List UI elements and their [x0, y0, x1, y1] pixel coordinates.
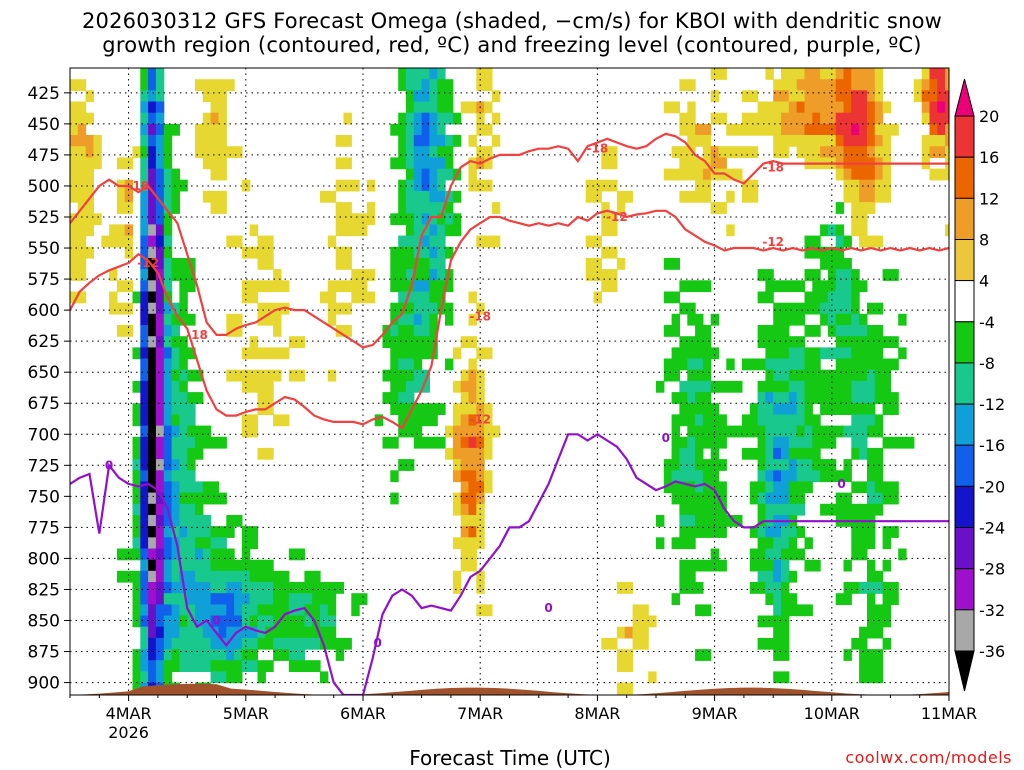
chart-title-line-1: 2026030312 GFS Forecast Omega (shaded, −…: [81, 9, 943, 33]
y-tick-label: 525: [28, 208, 60, 228]
contour-dgz-12: [70, 209, 949, 430]
y-tick-label: 650: [28, 363, 60, 383]
y-tick-label: 675: [28, 394, 60, 414]
contour-label-minus18: -18: [587, 142, 609, 156]
contour-label-minus12: -12: [469, 412, 491, 426]
colorbar-swatch: [954, 280, 975, 323]
contour-label-minus18: -18: [186, 328, 208, 342]
x-axis: 4MAR 5MAR 6MAR 7MAR 8MAR 9MAR 10MAR 11MAR 2026: [69, 695, 977, 742]
y-tick-label: 575: [28, 270, 60, 290]
colorbar-tick-label: -20: [979, 477, 1005, 496]
colorbar-top-arrow: [954, 78, 975, 117]
colorbar-swatch: [954, 197, 975, 241]
y-tick-label: 775: [28, 518, 60, 538]
colorbar-swatch: [954, 568, 975, 611]
y-tick-label: 825: [28, 580, 60, 600]
colorbar-tick-label: -12: [979, 395, 1005, 414]
colorbar-swatch: [954, 403, 975, 446]
colorbar-swatch: [954, 527, 975, 570]
y-tick-label: 725: [28, 456, 60, 476]
colorbar-tick-label: 20: [979, 107, 999, 126]
y-tick-label: 475: [28, 146, 60, 166]
contour-label-zero: 0: [373, 636, 381, 650]
contour-label-zero: 0: [544, 601, 552, 615]
colorbar-tick-label: -4: [979, 313, 995, 332]
chart-title-line-2: growth region (contoured, red, ºC) and f…: [102, 33, 922, 57]
y-tick-label: 900: [28, 674, 60, 694]
colorbar-swatch: [954, 485, 975, 529]
colorbar-tick-label: -32: [979, 601, 1005, 620]
colorbar-tick-label: 16: [979, 148, 999, 167]
x-tick-label: 5MAR: [223, 704, 269, 723]
contour-label-minus12: -12: [137, 256, 159, 270]
y-tick-label: 750: [28, 487, 60, 507]
x-tick-label: 7MAR: [457, 704, 503, 723]
colorbar-swatch: [954, 156, 975, 199]
y-tick-label: 500: [28, 177, 60, 197]
colorbar-swatch: [954, 444, 975, 487]
colorbar-tick-label: -24: [979, 519, 1005, 538]
colorbar-tick-label: -36: [979, 642, 1005, 661]
contour-dgz-18: [70, 132, 949, 349]
y-axis: 425 450 475 500 525 550 575 600 625 650 675 700 725 7…: [28, 84, 70, 694]
y-tick-label: 450: [28, 115, 60, 135]
x-year-label: 2026: [108, 723, 149, 742]
contour-label-zero: 0: [105, 458, 113, 472]
colorbar-swatch: [954, 321, 975, 364]
colorbar-tick-label: 4: [979, 272, 989, 291]
contour-label-zero: 0: [212, 614, 220, 628]
contour-label-minus12: -12: [762, 235, 784, 249]
x-tick-label: 6MAR: [340, 704, 386, 723]
colorbar-tick-label: -28: [979, 560, 1005, 579]
x-tick-label: 4MAR: [106, 704, 152, 723]
contour-freezing-level: [70, 432, 949, 695]
y-tick-label: 425: [28, 84, 60, 104]
x-tick-label: 11MAR: [921, 704, 977, 723]
grid-lines: [70, 68, 950, 695]
contour-label-zero: 0: [837, 477, 845, 491]
x-axis-label: Forecast Time (UTC): [409, 746, 611, 770]
contour-label-minus18: -18: [762, 160, 784, 174]
x-tick-label: 8MAR: [574, 704, 620, 723]
colorbar-swatch: [954, 362, 975, 405]
credit-text[interactable]: coolwx.com/models: [845, 748, 1012, 767]
y-tick-label: 875: [28, 643, 60, 663]
contour-label-minus12: -12: [606, 210, 628, 224]
colorbar-tick-label: -8: [979, 354, 995, 373]
contour-label-minus18: -18: [469, 309, 491, 323]
terrain: [70, 683, 949, 695]
y-tick-label: 600: [28, 301, 60, 321]
x-tick-label: 10MAR: [804, 704, 860, 723]
y-tick-label: 850: [28, 612, 60, 632]
contour-lines: [70, 132, 949, 695]
contour-label-minus18: -18: [128, 179, 150, 193]
x-tick-label: 9MAR: [692, 704, 738, 723]
y-tick-label: 800: [28, 549, 60, 569]
y-tick-label: 625: [28, 332, 60, 352]
colorbar: 20 16 12 8 4 -4 -8 -12 -16 -20 -24 -28 -32 -36: [954, 78, 1005, 692]
colorbar-swatch: [954, 609, 975, 652]
colorbar-tick-label: -16: [979, 436, 1005, 455]
colorbar-tick-label: 12: [979, 189, 999, 208]
y-tick-label: 700: [28, 425, 60, 445]
colorbar-tick-label: 8: [979, 230, 989, 249]
contour-label-zero: 0: [662, 431, 670, 445]
colorbar-bottom-arrow: [954, 650, 975, 692]
colorbar-swatch: [954, 115, 975, 158]
colorbar-swatch: [954, 239, 975, 282]
y-tick-label: 550: [28, 239, 60, 259]
